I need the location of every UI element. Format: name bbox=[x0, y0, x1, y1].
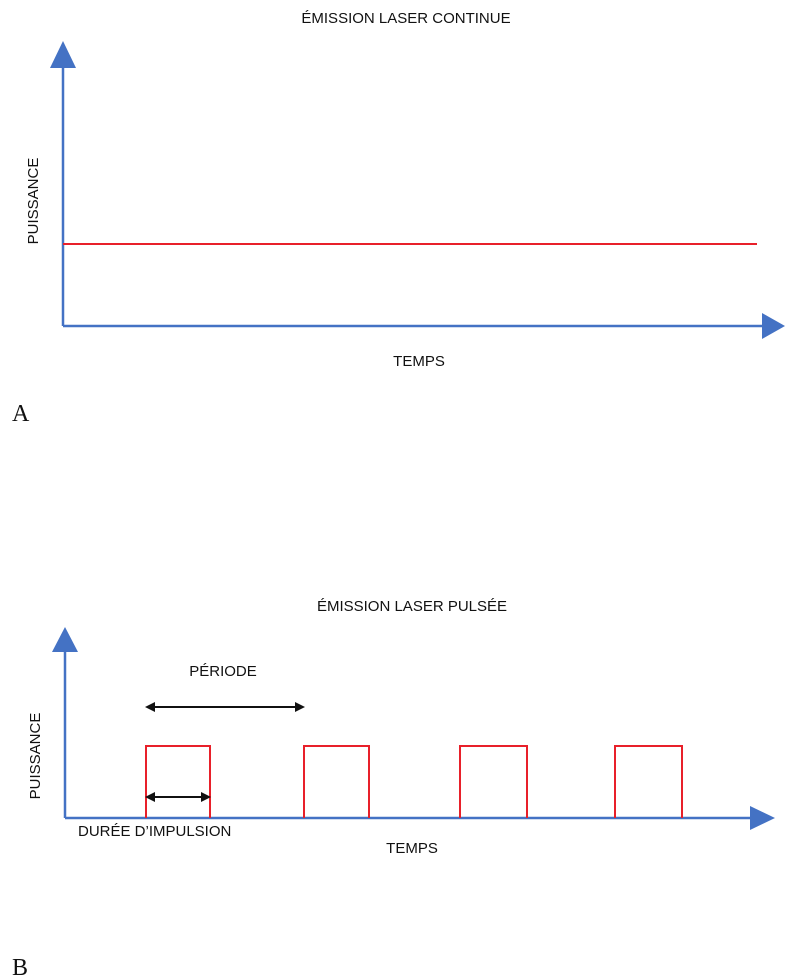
panel-b-y-axis-label: PUISSANCE bbox=[27, 713, 44, 800]
panel-b: ÉMISSION LASER PULSÉE PUISSANCE TEMPS PÉ… bbox=[12, 598, 775, 978]
panel-a-x-axis-label: TEMPS bbox=[393, 353, 445, 370]
panel-b-y-axis-arrow-icon bbox=[52, 627, 78, 652]
panel-a-y-axis-arrow-icon bbox=[50, 41, 76, 68]
panel-b-title: ÉMISSION LASER PULSÉE bbox=[317, 598, 507, 615]
pulse-1 bbox=[145, 745, 211, 818]
panel-a-letter: A bbox=[12, 401, 30, 427]
panel-b-letter: B bbox=[12, 955, 28, 978]
pulse-duration-label: DURÉE D’IMPULSION bbox=[78, 823, 231, 840]
pulse-2 bbox=[303, 745, 370, 818]
pulse-4 bbox=[614, 745, 683, 818]
panel-a-x-axis-arrow-icon bbox=[762, 313, 785, 339]
pulse-duration-arrow-right-head-icon bbox=[201, 792, 211, 802]
panel-b-pulse-train bbox=[145, 745, 683, 818]
panel-a: ÉMISSION LASER CONTINUE PUISSANCE TEMPS … bbox=[12, 10, 785, 427]
period-arrow-left-head-icon bbox=[145, 702, 155, 712]
pulse-3 bbox=[459, 745, 528, 818]
period-label: PÉRIODE bbox=[189, 663, 257, 680]
panel-b-x-axis-arrow-icon bbox=[750, 806, 775, 830]
pulse-duration-arrow-left-head-icon bbox=[145, 792, 155, 802]
panel-b-x-axis-label: TEMPS bbox=[386, 840, 438, 857]
panel-a-y-axis-label: PUISSANCE bbox=[25, 158, 42, 245]
panel-a-title: ÉMISSION LASER CONTINUE bbox=[301, 10, 510, 27]
period-arrow-right-head-icon bbox=[295, 702, 305, 712]
